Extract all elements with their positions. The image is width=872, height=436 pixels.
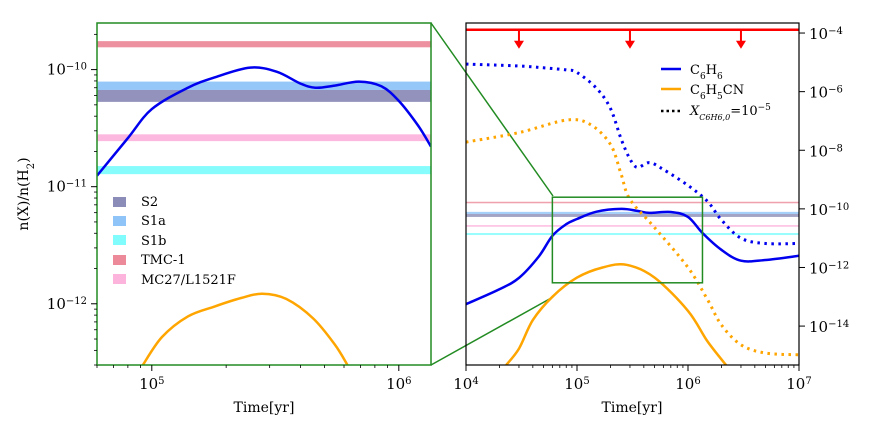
zoom-region-box — [551, 196, 704, 284]
legend-swatch-s1b — [113, 235, 126, 245]
series-c6h5cn — [505, 262, 727, 365]
band-mc27-l1521f — [97, 134, 431, 142]
band-mc27-l1521f — [466, 225, 799, 227]
left-plot-frame — [96, 22, 432, 366]
legend-label-c6h6: C6H6 — [690, 63, 723, 82]
y-tick-label: 10−10 — [809, 201, 849, 219]
legend-label-s1b: S1b — [141, 234, 167, 249]
x-tick-label: 104 — [453, 375, 478, 393]
series-c6h5cn — [141, 292, 349, 365]
down-arrow-icon — [735, 40, 746, 49]
legend-label-dotted: XC6H6,0=10−5 — [689, 103, 771, 122]
x-tick-label: 106 — [386, 375, 411, 393]
y-tick-label: 10−11 — [47, 178, 87, 196]
x-tick-label: 105 — [139, 375, 164, 393]
series-c6h5cn-x-c6h6-0-1e-5- — [466, 118, 799, 357]
right-x-axis-ticks: 104 105 106 107 — [453, 365, 812, 393]
y-tick-label: 10−8 — [809, 142, 843, 160]
left-x-axis-label: Time[yr] — [234, 400, 295, 416]
x-tick-label: 106 — [675, 375, 700, 393]
left-legend: S2 S1a S1b TMC-1 MC27/L1521F — [113, 195, 236, 288]
y-tick-label: 10−6 — [809, 84, 843, 102]
legend-swatch-tmc1 — [113, 255, 126, 265]
right-plot-frame — [465, 22, 800, 366]
y-tick-label: 10−12 — [809, 259, 849, 277]
series-c6h6 — [466, 207, 799, 306]
down-arrow-icon — [513, 40, 524, 49]
right-main-panel: 104 105 106 107 10−4 10−6 10−8 10−10 10−12 10−14… — [453, 22, 849, 416]
zoom-connector-bottom — [430, 296, 554, 366]
right-legend: C6H6 C6H5CN XC6H6,0=10−5 — [661, 63, 771, 122]
x-tick-label: 107 — [786, 375, 811, 393]
band-s1a — [97, 81, 431, 90]
y-tick-label: 10−12 — [47, 295, 87, 313]
band-s2 — [97, 89, 431, 102]
down-arrow-icon — [624, 40, 635, 49]
y-tick-label: 10−14 — [809, 318, 849, 336]
right-series-lines — [466, 62, 799, 365]
band-tmc-1 — [97, 41, 431, 48]
legend-swatch-mc27 — [113, 274, 126, 284]
observed-abundance-bands-thin — [466, 201, 799, 236]
legend-label-s1a: S1a — [141, 214, 166, 229]
left-series-lines — [97, 66, 431, 365]
legend-label-tmc1: TMC-1 — [141, 253, 186, 268]
legend-swatch-s2 — [113, 197, 126, 207]
y-axis-label: n(X)/n(H2) — [16, 157, 37, 230]
band-s2 — [466, 213, 799, 217]
zoom-connector-top — [430, 22, 554, 197]
band-s1a — [466, 211, 799, 214]
series-c6h6 — [97, 66, 431, 177]
legend-label-s2: S2 — [141, 195, 158, 210]
upper-limit-line — [466, 28, 799, 49]
band-s1b — [466, 233, 799, 236]
left-inset-panel: 105 106 10−10 10−11 10−12 Time[yr] n(X)/n(H… — [16, 22, 432, 416]
observed-abundance-bands — [97, 41, 431, 175]
series-c6h6-x-c6h6-0-1e-5- — [466, 62, 799, 246]
y-tick-label: 10−4 — [809, 25, 843, 43]
band-s1b — [97, 166, 431, 175]
left-x-axis-ticks: 105 106 — [96, 365, 412, 393]
right-y-axis-ticks: 10−4 10−6 10−8 10−10 10−12 10−14 — [799, 25, 849, 336]
legend-label-mc27: MC27/L1521F — [141, 273, 236, 288]
legend-label-c6h5cn: C6H5CN — [690, 83, 744, 102]
x-tick-label: 105 — [564, 375, 589, 393]
right-x-axis-label: Time[yr] — [602, 400, 663, 416]
y-tick-label: 10−10 — [47, 61, 87, 79]
left-y-axis-ticks: 10−10 10−11 10−12 — [47, 33, 97, 366]
legend-swatch-s1a — [113, 216, 126, 226]
